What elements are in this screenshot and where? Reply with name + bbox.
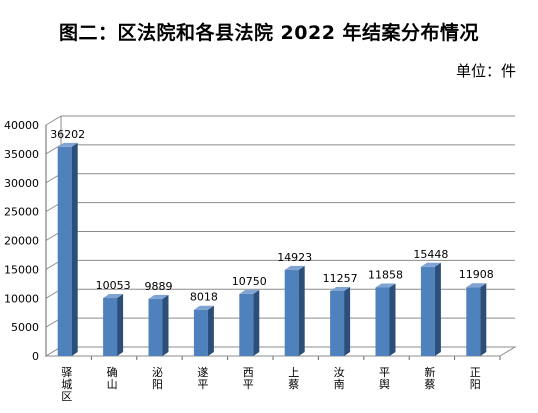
- data-label: 15448: [413, 248, 448, 261]
- data-label: 14923: [277, 251, 312, 264]
- bar: [239, 289, 260, 356]
- gridline-diagonal: [45, 144, 62, 155]
- y-tick-label: 40000: [4, 119, 39, 132]
- data-label: 10053: [96, 279, 131, 292]
- x-tick-label: 驿城区: [61, 366, 72, 403]
- y-tick-label: 20000: [4, 235, 39, 248]
- x-tick-label: 泌阳: [152, 366, 163, 391]
- x-tick-label: 平舆: [379, 366, 390, 391]
- bar: [148, 294, 169, 356]
- bar-top: [375, 283, 396, 288]
- bar-side: [344, 286, 351, 356]
- bar: [466, 283, 487, 356]
- x-tick-label: 遂平: [197, 365, 208, 391]
- bar: [284, 265, 305, 356]
- chart-title: 图二：区法院和各县法院 2022 年结案分布情况: [58, 22, 480, 44]
- bar-front: [284, 269, 299, 356]
- bar-top: [103, 293, 124, 298]
- unit-label: 单位：件: [455, 62, 516, 80]
- x-tick-label: 新蔡: [424, 365, 435, 391]
- data-label: 11858: [368, 269, 403, 282]
- bar-side: [162, 294, 169, 356]
- bar-front: [57, 146, 72, 356]
- x-tick-label: 汝南: [334, 365, 345, 391]
- y-tick-label: 15000: [4, 263, 39, 276]
- x-tick-label: 正阳: [470, 366, 481, 391]
- data-label: 10750: [232, 275, 267, 288]
- bar-front: [148, 298, 163, 356]
- data-label: 9889: [145, 280, 173, 293]
- bar: [193, 305, 214, 356]
- bar-top: [57, 142, 78, 147]
- bar-side: [298, 265, 305, 356]
- bar-front: [239, 293, 254, 356]
- bar-side: [117, 293, 124, 356]
- bar-front: [103, 297, 118, 356]
- data-label: 11908: [459, 268, 494, 281]
- bar-front: [420, 266, 435, 356]
- data-label: 8018: [190, 291, 218, 304]
- bar-side: [480, 283, 487, 356]
- bar-top: [284, 265, 305, 270]
- y-tick-label: 5000: [11, 321, 39, 334]
- y-tick-label: 30000: [4, 177, 39, 190]
- bar-top: [420, 262, 441, 267]
- bar-top: [239, 289, 260, 294]
- x-tick-label: 西平: [243, 366, 254, 391]
- bar: [330, 286, 351, 356]
- bar-top: [193, 305, 214, 310]
- y-tick-label: 35000: [4, 148, 39, 161]
- gridline-diagonal: [45, 115, 62, 126]
- bar: [103, 293, 124, 356]
- bar-top: [148, 294, 169, 299]
- y-tick-label: 10000: [4, 292, 39, 305]
- bar-front: [375, 287, 390, 356]
- y-tick-label: 0: [32, 350, 39, 363]
- bar-top: [330, 286, 351, 291]
- bar-top: [466, 283, 487, 288]
- bar: [375, 283, 396, 356]
- data-label: 11257: [323, 272, 358, 285]
- bar: [57, 142, 78, 356]
- bar-side: [207, 305, 214, 356]
- x-tick-label: 上蔡: [288, 366, 299, 391]
- bar-side: [253, 289, 260, 356]
- bar-side: [434, 262, 441, 356]
- bar-front: [193, 309, 208, 356]
- bar-side: [71, 142, 78, 356]
- bar-front: [330, 290, 345, 356]
- bar: [420, 262, 441, 356]
- bar-front: [466, 287, 481, 356]
- x-tick-label: 确山: [107, 366, 118, 391]
- data-label: 36202: [50, 128, 85, 141]
- y-tick-label: 25000: [4, 206, 39, 219]
- bar-side: [389, 283, 396, 356]
